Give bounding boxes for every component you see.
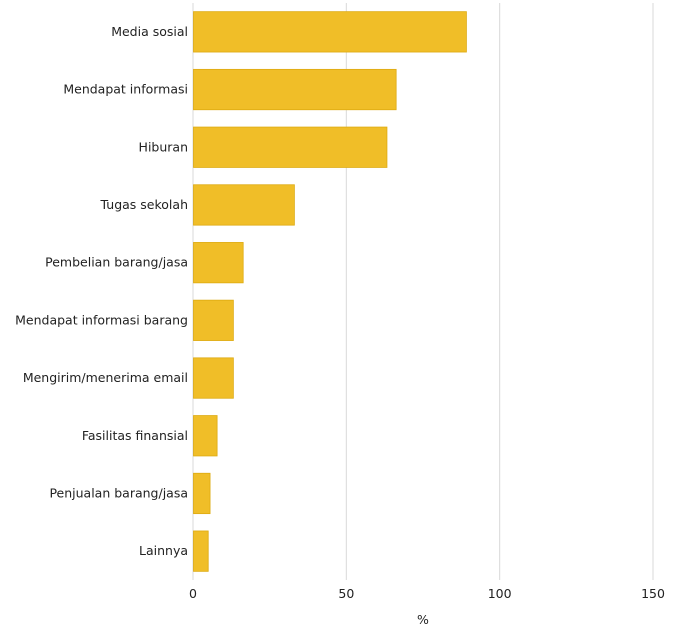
x-tick-label: 0 xyxy=(189,586,197,601)
bar-2 xyxy=(193,126,388,168)
x-tick-labels: 0 50 100 150 xyxy=(189,586,665,601)
category-label: Media sosial xyxy=(111,24,188,39)
category-label: Penjualan barang/jasa xyxy=(49,485,188,500)
bar-6 xyxy=(193,357,234,399)
bar-9 xyxy=(193,530,209,572)
grid-lines xyxy=(192,3,654,580)
bar-1 xyxy=(193,68,397,111)
category-label: Pembelian barang/jasa xyxy=(45,255,188,270)
bar-0 xyxy=(193,11,467,53)
bar-4 xyxy=(193,242,244,284)
category-label: Lainnya xyxy=(139,543,188,558)
category-label: Mendapat informasi barang xyxy=(15,312,188,327)
bar-7 xyxy=(193,415,218,457)
category-label: Tugas sekolah xyxy=(100,197,188,212)
x-tick-label: 100 xyxy=(488,586,512,601)
x-axis-title: % xyxy=(417,612,429,627)
x-tick-label: 50 xyxy=(338,586,354,601)
x-tick-label: 150 xyxy=(641,586,665,601)
category-label: Mendapat informasi xyxy=(63,82,188,97)
category-label: Mengirim/menerima email xyxy=(23,370,188,385)
bar-3 xyxy=(193,184,295,226)
category-label: Fasilitas finansial xyxy=(82,428,188,443)
category-label: Hiburan xyxy=(139,139,188,154)
bars xyxy=(193,11,467,572)
category-labels: Media sosial Mendapat informasi Hiburan Tug… xyxy=(15,24,188,558)
bar-5 xyxy=(193,299,234,341)
bar-8 xyxy=(193,472,211,515)
